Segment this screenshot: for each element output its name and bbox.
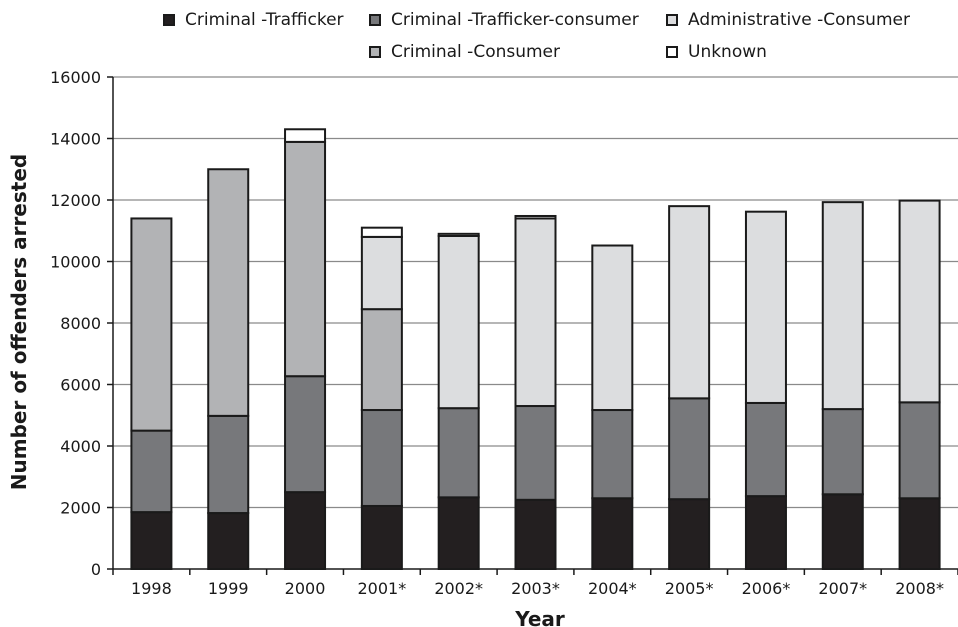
bar-segment-1-2000 — [284, 491, 327, 570]
y-tick-label: 2000 — [60, 499, 101, 518]
legend-swatch-criminal-trafficker — [163, 14, 175, 26]
bar-segment-4-2007star — [821, 201, 864, 411]
bar-segment-1-2001star — [360, 504, 403, 570]
bar-segment-1-2006star — [744, 495, 787, 570]
legend-label-administrative-consumer: Administrative -Consumer — [688, 10, 910, 30]
bar-segment-4-2004star — [591, 244, 634, 412]
bar-segment-1-2004star — [591, 497, 634, 570]
bar-segment-4-2005star — [668, 205, 711, 400]
bar-segment-5-2000 — [284, 128, 327, 143]
bar-segment-2-2000 — [284, 375, 327, 494]
bar-segment-4-2006star — [744, 210, 787, 404]
bar-segment-1-2008star — [898, 497, 941, 570]
x-tick-label: 2006* — [742, 579, 791, 598]
x-tick-label: 2003* — [511, 579, 560, 598]
legend-item-unknown: Unknown — [666, 42, 767, 62]
bar-segment-3-2000 — [284, 140, 327, 378]
legend-label-unknown: Unknown — [688, 42, 767, 62]
y-tick-label: 16000 — [50, 68, 101, 87]
y-tick-label: 10000 — [50, 253, 101, 272]
bar-segment-5-2002star — [437, 232, 480, 237]
y-tick-label: 0 — [91, 560, 101, 579]
bar-segment-2-1998 — [130, 429, 173, 514]
bar-segment-3-1999 — [207, 168, 250, 417]
bar-segment-1-2003star — [514, 498, 557, 570]
x-tick-label: 1998 — [131, 579, 172, 598]
bar-segment-2-2004star — [591, 409, 634, 500]
bar-segment-2-2007star — [821, 408, 864, 496]
y-tick-labels: 0 2000 4000 6000 8000 10000 12000 14000 16000 — [50, 68, 113, 579]
bar-segment-2-2002star — [437, 407, 480, 499]
legend-swatch-criminal-consumer — [369, 46, 381, 58]
y-tick-label: 8000 — [60, 314, 101, 333]
bar-segment-1-1999 — [207, 512, 250, 570]
bar-segment-4-2003star — [514, 217, 557, 408]
y-tick-label: 6000 — [60, 376, 101, 395]
y-axis-title: Number of offenders arrested — [7, 154, 31, 490]
x-tick-label: 2008* — [895, 579, 944, 598]
bar-segment-2-2005star — [668, 397, 711, 501]
bar-segment-5-2003star — [514, 214, 557, 220]
bar-segment-2-1999 — [207, 414, 250, 515]
x-tick-label: 2005* — [665, 579, 714, 598]
legend-swatch-criminal-trafficker-consumer — [369, 14, 381, 26]
x-tick-label: 2001* — [358, 579, 407, 598]
legend-item-criminal-trafficker: Criminal -Trafficker — [163, 10, 344, 30]
bar-segment-1-2005star — [668, 498, 711, 571]
bar-segment-2-2003star — [514, 405, 557, 501]
bar-segment-2-2006star — [744, 401, 787, 498]
legend-swatch-administrative-consumer — [666, 14, 678, 26]
bar-segment-1-1998 — [130, 511, 173, 570]
bar-segment-4-2008star — [898, 199, 941, 404]
x-tick-label: 2007* — [818, 579, 867, 598]
legend-label-criminal-consumer: Criminal -Consumer — [391, 42, 561, 62]
legend-item-criminal-consumer: Criminal -Consumer — [369, 42, 560, 62]
bar-segment-4-2001star — [360, 235, 403, 311]
legend-label-criminal-trafficker-consumer: Criminal -Trafficker-consumer — [391, 10, 639, 30]
chart-legend: Criminal -Trafficker Criminal -Trafficke… — [0, 8, 958, 68]
x-tick-label: 2002* — [434, 579, 483, 598]
x-tick-label: 2004* — [588, 579, 637, 598]
bar-segment-2-2001star — [360, 409, 403, 507]
y-tick-label: 14000 — [50, 130, 101, 149]
bar-segment-4-2002star — [437, 234, 480, 410]
bar-segment-3-2001star — [360, 308, 403, 412]
bar-segment-2-2008star — [898, 401, 941, 500]
legend-item-criminal-trafficker-consumer: Criminal -Trafficker-consumer — [369, 10, 639, 30]
bar-segment-1-2007star — [821, 493, 864, 570]
bar-segment-3-1998 — [130, 217, 173, 432]
x-axis-title: Year — [514, 607, 565, 627]
legend-label-criminal-trafficker: Criminal -Trafficker — [185, 10, 344, 30]
bar-segment-5-2001star — [360, 226, 403, 238]
y-tick-label: 4000 — [60, 437, 101, 456]
x-tick-labels: 1998 1999 2000 2001* 2002* 2003* 2004* 2005* 200… — [112, 569, 958, 598]
y-tick-label: 12000 — [50, 191, 101, 210]
bar-segment-1-2002star — [437, 496, 480, 571]
legend-item-administrative-consumer: Administrative -Consumer — [666, 10, 910, 30]
x-tick-label: 1999 — [208, 579, 249, 598]
bars — [130, 128, 941, 571]
legend-swatch-unknown — [666, 46, 678, 58]
x-tick-label: 2000 — [285, 579, 326, 598]
